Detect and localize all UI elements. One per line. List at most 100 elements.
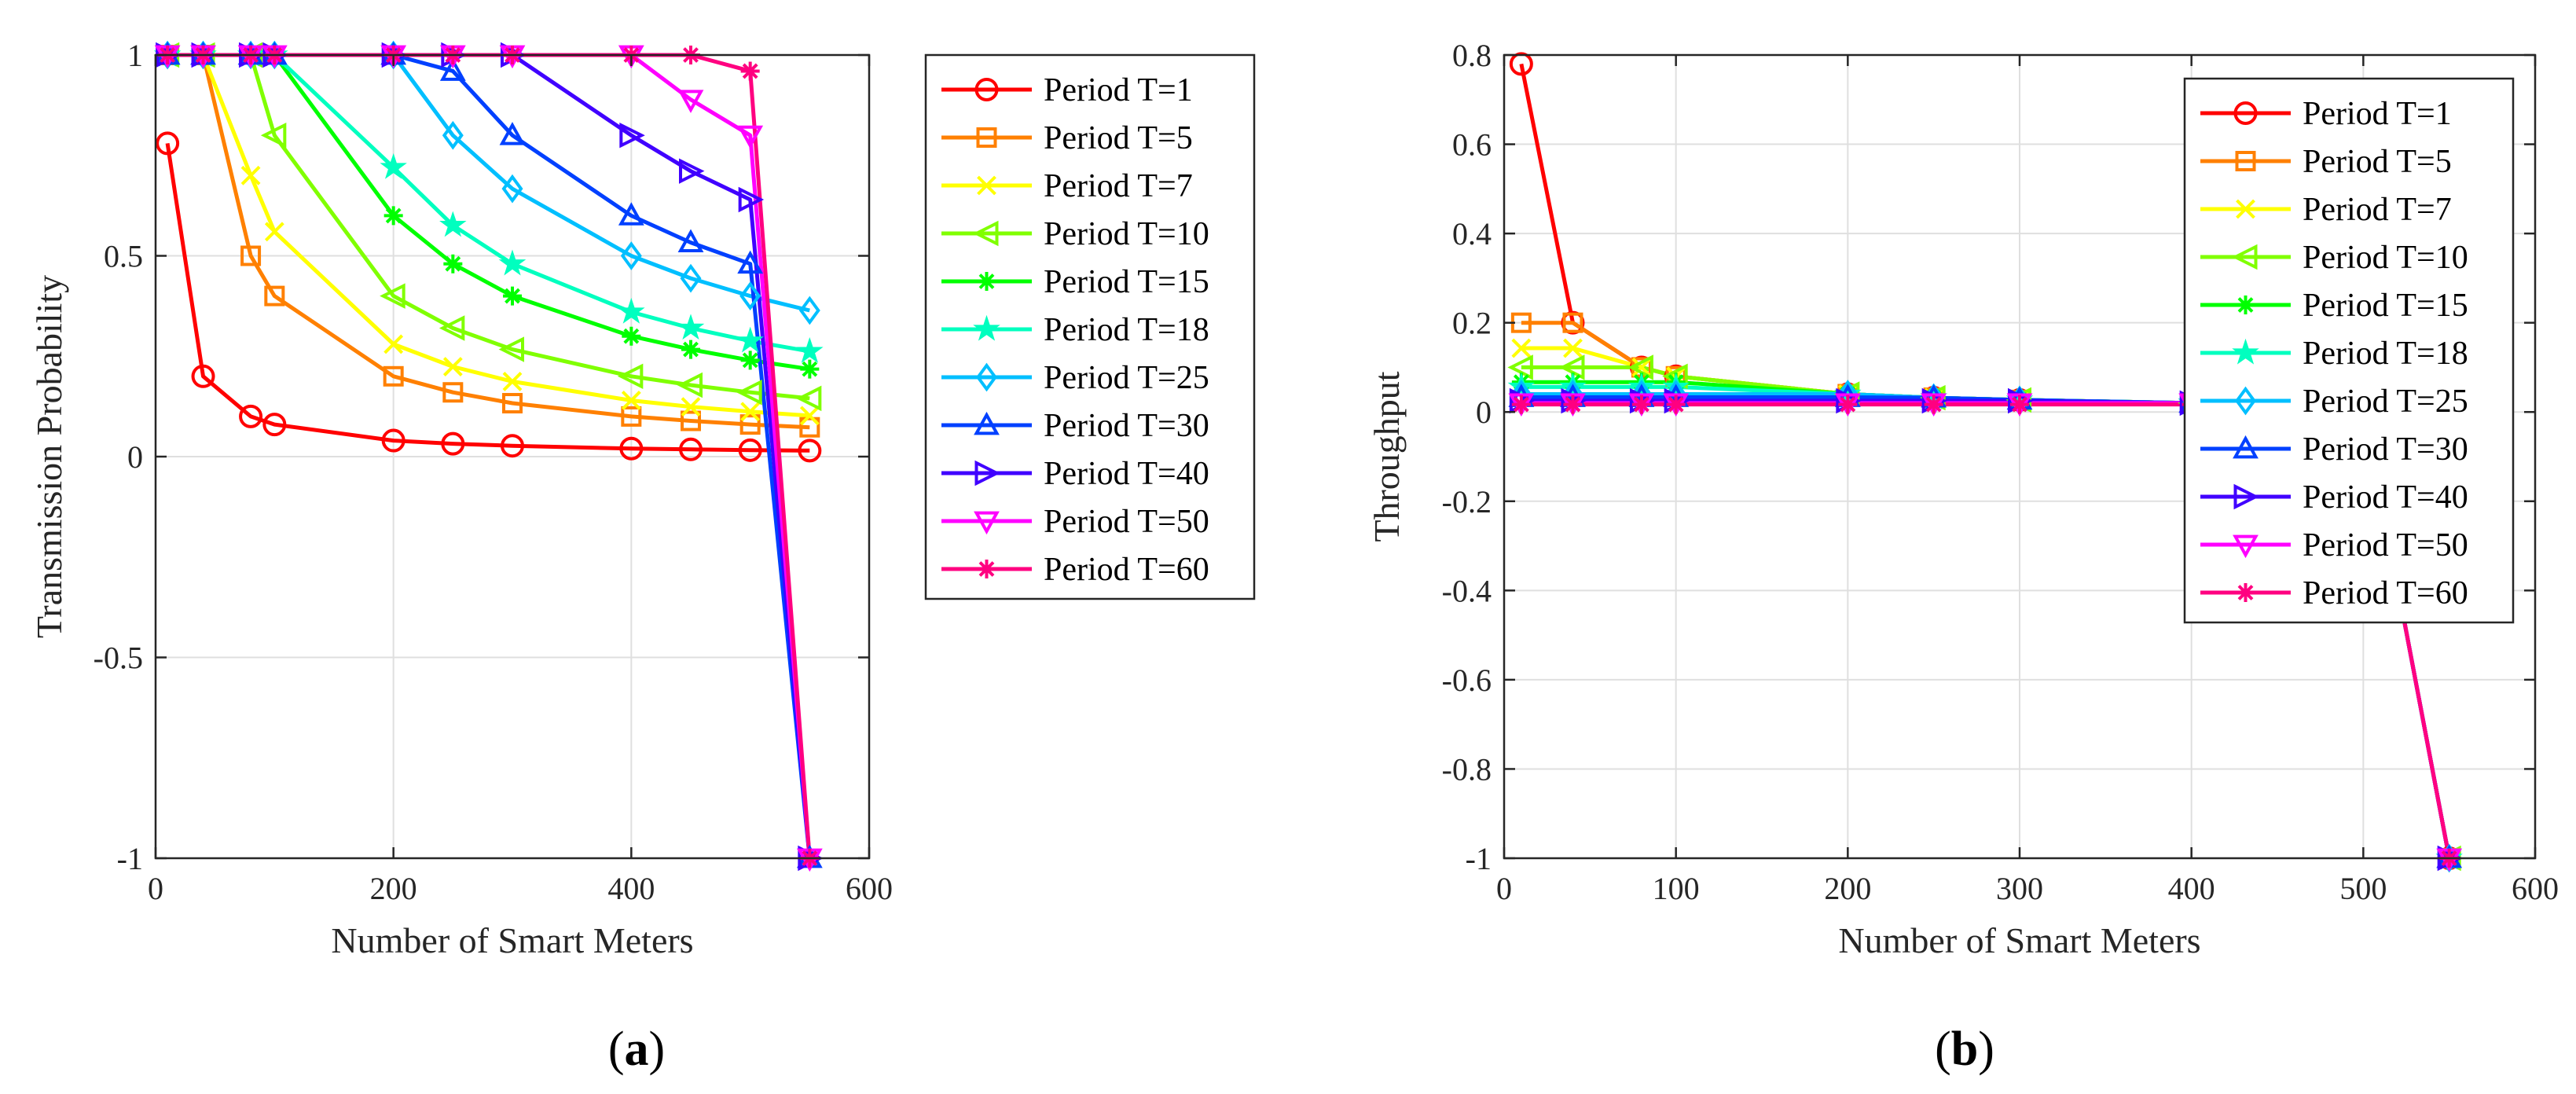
legend-label: Period T=25: [2303, 384, 2468, 420]
data-point-period-t-1-450: [679, 437, 703, 461]
legend-marker-period-t-50: [2233, 534, 2259, 559]
data-point-period-t-25-450: [680, 263, 702, 293]
data-point-period-t-1-500: [738, 438, 762, 462]
data-point-period-t-25-250: [442, 120, 464, 150]
legend-marker-period-t-10: [973, 220, 999, 247]
data-point-period-t-18-300: [498, 249, 527, 276]
legend-marker-period-t-10: [2232, 244, 2258, 270]
x-tick-label: 400: [2168, 871, 2215, 906]
legend-item-period-t-50: Period T=50: [2200, 527, 2468, 564]
legend-item-period-t-40: Period T=40: [941, 456, 1209, 492]
data-point-period-t-5-100: [264, 285, 285, 307]
data-point-period-t-60-300: [2010, 395, 2029, 414]
data-point-period-t-10-250: [439, 315, 465, 341]
x-tick-label: 0: [1496, 871, 1512, 906]
data-point-period-t-15-450: [681, 340, 700, 359]
legend-item-period-t-5: Period T=5: [941, 120, 1193, 156]
legend-marker-period-t-40: [2233, 483, 2259, 510]
data-point-period-t-7-80: [1631, 358, 1652, 377]
legend-item-period-t-7: Period T=7: [2200, 192, 2452, 228]
data-point-period-t-5-200: [383, 365, 404, 387]
legend-marker-period-t-18: [2232, 338, 2259, 365]
x-tick-label: 400: [607, 871, 655, 906]
data-point-period-t-10-100: [260, 122, 287, 149]
data-point-period-t-10-40: [1558, 354, 1585, 380]
legend-marker-period-t-40: [974, 460, 1000, 486]
data-point-period-t-7-40: [1563, 338, 1583, 358]
legend-marker-period-t-7: [977, 175, 996, 196]
legend-marker-period-t-15: [2236, 296, 2255, 314]
legend-item-period-t-15: Period T=15: [2200, 288, 2468, 324]
legend-item-period-t-18: Period T=18: [941, 312, 1209, 348]
legend-label: Period T=40: [2303, 479, 2468, 516]
legend-label: Period T=18: [1044, 312, 1209, 348]
x-axis-label: Number of Smart Meters: [331, 920, 693, 960]
data-point-period-t-60-200: [1838, 395, 1858, 414]
data-point-period-t-1-400: [619, 436, 644, 461]
data-point-period-t-10-500: [736, 380, 762, 406]
series-line-period-t-1: [165, 143, 810, 453]
data-point-period-t-15-500: [740, 351, 760, 370]
data-point-period-t-18-400: [618, 297, 645, 324]
legend-item-period-t-7: Period T=7: [941, 168, 1193, 204]
legend-label: Period T=10: [2303, 240, 2468, 276]
data-point-period-t-30-500: [737, 250, 764, 274]
data-point-period-t-10-550: [795, 385, 822, 412]
legend-label: Period T=25: [1044, 360, 1209, 396]
y-tick-label: -0.4: [1442, 573, 1492, 608]
legend-label: Period T=15: [1044, 264, 1209, 300]
legend-item-period-t-30: Period T=30: [2200, 431, 2468, 468]
data-point-period-t-60-250: [1924, 395, 1943, 414]
legend: Period T=1 Period T=5 Period T=7 Period T=1…: [924, 53, 1256, 600]
legend-marker-period-t-60: [977, 560, 996, 578]
data-point-period-t-10-200: [380, 283, 405, 309]
data-point-period-t-7-300: [502, 372, 523, 391]
legend-marker-period-t-25: [2235, 386, 2256, 416]
data-point-period-t-60-500: [740, 61, 760, 81]
y-tick-label: -0.2: [1442, 484, 1492, 519]
chart-panel-a: 0 200 400 600 -1 -0.5 0 0.5 1 Number of Smart Met…: [29, 38, 1256, 1076]
legend-item-period-t-18: Period T=18: [2200, 336, 2468, 372]
legend-item-period-t-25: Period T=25: [941, 360, 1209, 396]
y-tick-label: 0.6: [1452, 127, 1492, 163]
legend-label: Period T=5: [1044, 120, 1193, 156]
legend-marker-period-t-1: [2233, 101, 2258, 125]
x-tick-label: 300: [1996, 871, 2043, 906]
legend-item-period-t-10: Period T=10: [941, 216, 1209, 252]
legend-label: Period T=50: [2303, 527, 2468, 564]
legend-marker-period-t-1: [974, 78, 999, 101]
legend-marker-period-t-25: [976, 362, 997, 392]
data-point-period-t-7-400: [621, 391, 641, 410]
legend-marker-period-t-5: [976, 127, 997, 148]
data-point-period-t-1-250: [441, 431, 465, 456]
y-tick-label: 0.8: [1452, 38, 1492, 73]
data-point-period-t-1-550: [798, 439, 822, 463]
y-axis-label: Transmission Probability: [29, 275, 69, 638]
legend-label: Period T=7: [2303, 192, 2452, 228]
data-point-period-t-30-450: [677, 229, 704, 253]
data-point-period-t-1-300: [501, 434, 524, 458]
data-point-period-t-18-250: [439, 211, 467, 237]
legend-label: Period T=1: [1044, 72, 1193, 108]
legend-label: Period T=15: [2303, 288, 2468, 324]
legend: Period T=1 Period T=5 Period T=7 Period T=1…: [2183, 77, 2515, 624]
y-tick-label: 0: [127, 439, 143, 475]
data-point-period-t-50-500: [737, 125, 764, 149]
series-group: [153, 40, 824, 872]
data-point-period-t-15-200: [383, 206, 403, 226]
data-point-period-t-5-550: [799, 417, 820, 438]
data-point-period-t-5-80: [240, 245, 262, 266]
data-point-period-t-5-250: [442, 382, 464, 403]
legend-item-period-t-40: Period T=40: [2200, 479, 2468, 516]
y-tick-label: 0.4: [1452, 216, 1492, 251]
data-point-period-t-60-10: [1511, 395, 1531, 414]
x-axis-label: Number of Smart Meters: [1838, 920, 2200, 960]
data-point-period-t-60-80: [1631, 395, 1651, 414]
data-point-period-t-25-400: [620, 241, 642, 270]
data-point-period-t-7-450: [681, 397, 701, 417]
legend-item-period-t-60: Period T=60: [941, 552, 1209, 588]
data-point-period-t-60-40: [1563, 395, 1583, 414]
data-point-period-t-7-100: [264, 222, 284, 242]
legend-marker-period-t-15: [977, 272, 996, 291]
